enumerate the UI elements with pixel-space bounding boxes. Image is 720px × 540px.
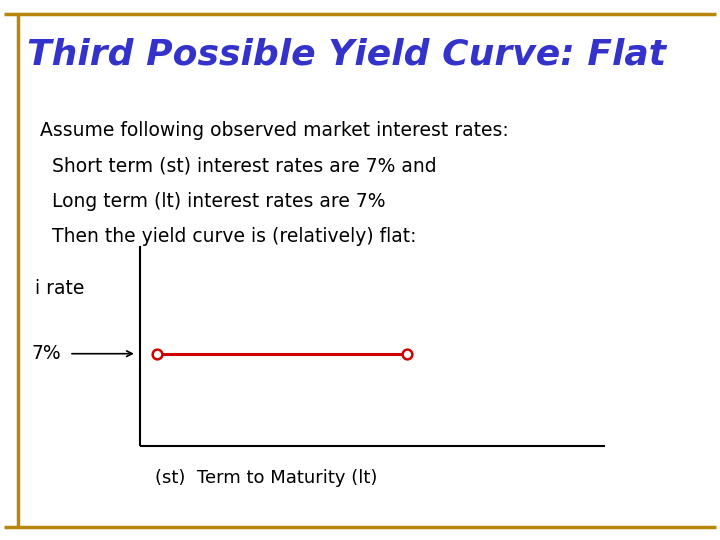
Text: Third Possible Yield Curve: Flat: Third Possible Yield Curve: Flat <box>27 38 667 72</box>
Text: Then the yield curve is (relatively) flat:: Then the yield curve is (relatively) fla… <box>40 227 416 246</box>
Text: 7%: 7% <box>32 344 61 363</box>
Text: i rate: i rate <box>35 279 84 299</box>
Text: (st)  Term to Maturity (lt): (st) Term to Maturity (lt) <box>155 469 377 487</box>
Text: Long term (lt) interest rates are 7%: Long term (lt) interest rates are 7% <box>40 192 385 211</box>
Text: Assume following observed market interest rates:: Assume following observed market interes… <box>40 122 508 140</box>
Text: Short term (st) interest rates are 7% and: Short term (st) interest rates are 7% an… <box>40 157 436 176</box>
